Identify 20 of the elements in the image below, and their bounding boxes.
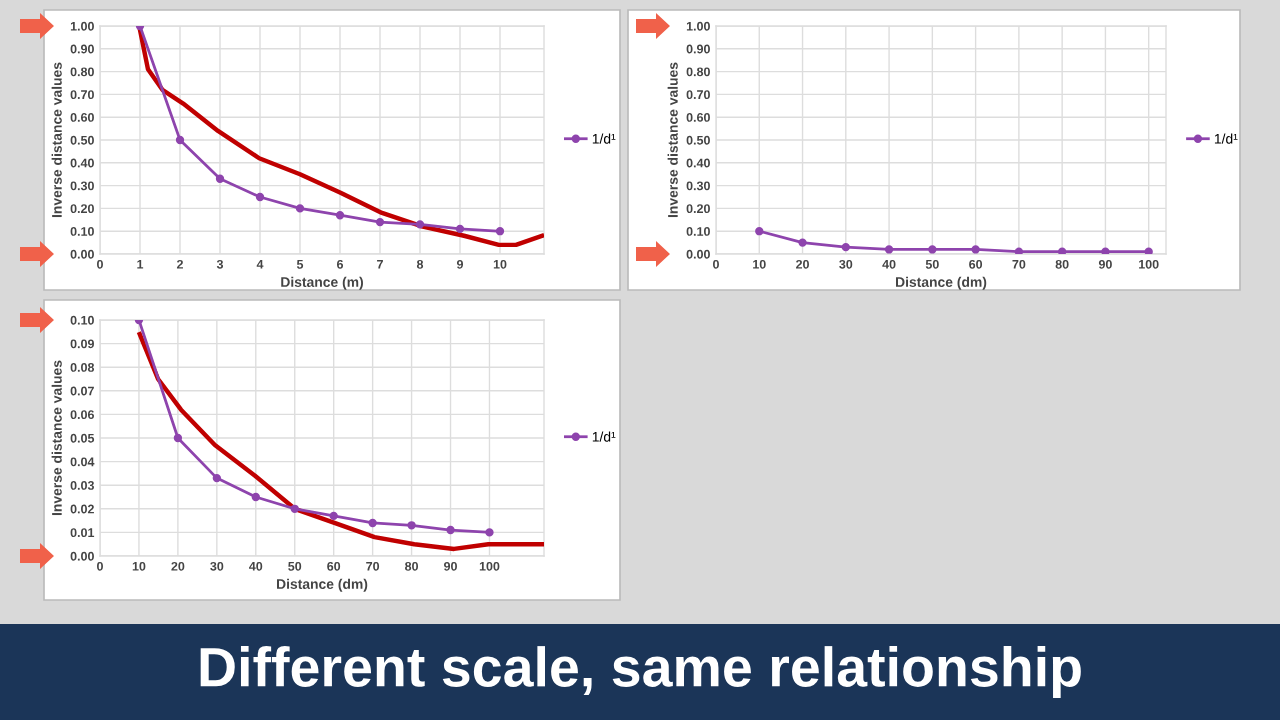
point — [290, 504, 299, 513]
point — [368, 518, 377, 528]
text: Different scale, same relationship — [200, 646, 1081, 698]
point — [212, 473, 222, 483]
point — [175, 135, 185, 145]
point — [215, 174, 225, 183]
point — [375, 217, 385, 227]
point — [446, 525, 455, 535]
point — [455, 224, 465, 234]
point — [415, 220, 425, 229]
point — [251, 492, 260, 502]
point — [295, 204, 305, 213]
point — [495, 227, 505, 236]
point — [335, 211, 345, 220]
point — [485, 528, 494, 537]
point — [407, 521, 416, 530]
line-series — [137, 331, 544, 552]
point — [173, 433, 183, 443]
point — [329, 511, 338, 521]
point — [255, 192, 265, 202]
